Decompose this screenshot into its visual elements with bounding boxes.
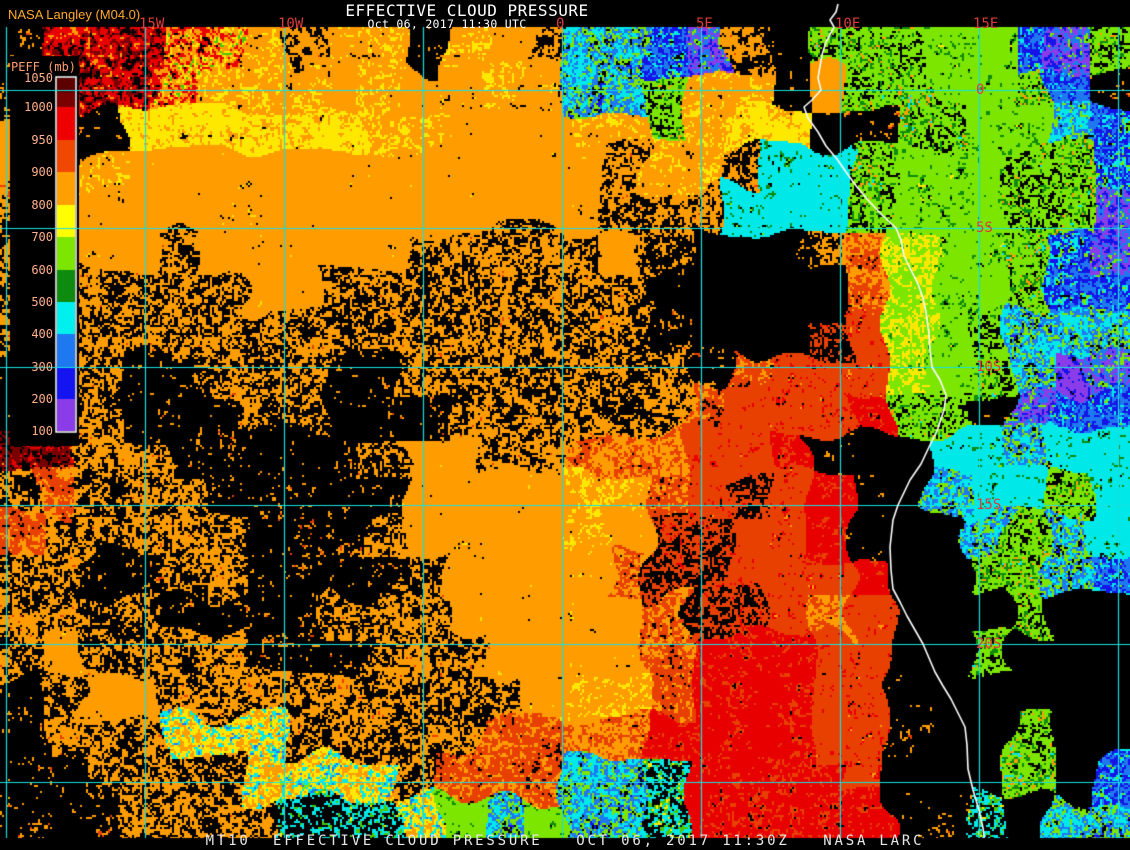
provider-label: NASA Langley (M04.0) (8, 7, 141, 22)
colorbar-tick-100: 100 (31, 424, 53, 438)
colorbar-tick-1050: 1050 (24, 71, 53, 85)
colorbar-tick-800: 800 (31, 198, 53, 212)
footer-caption: MT10 EFFECTIVE CLOUD PRESSURE OCT 06, 20… (205, 833, 925, 849)
lat-label-5S: 5S (976, 220, 993, 236)
colorbar-tick-200: 200 (31, 392, 53, 406)
colorbar-tick-400: 400 (31, 327, 53, 341)
lon-label-5E: 5E (696, 16, 713, 32)
lat-label-20S: 20S (976, 636, 1002, 652)
timestamp-subtitle: Oct 06, 2017 11:30 UTC (367, 17, 527, 31)
colorbar-tick-600: 600 (31, 263, 53, 277)
colorbar-tick-900: 900 (31, 165, 53, 179)
lon-label-10E: 10E (835, 16, 861, 32)
colorbar-tick-950: 950 (31, 133, 53, 147)
lon-label-0: 0 (556, 16, 565, 32)
colorbar-tick-300: 300 (31, 360, 53, 374)
lon-label-15E: 15E (973, 16, 999, 32)
lat-label-0: 0 (976, 82, 985, 98)
lon-label-10W: 10W (278, 16, 304, 32)
lon-label-15W: 15W (139, 16, 165, 32)
colorbar-tick-500: 500 (31, 295, 53, 309)
page-title: EFFECTIVE CLOUD PRESSURE (345, 1, 589, 20)
colorbar-tick-700: 700 (31, 230, 53, 244)
colorbar-title: PEFF (mb) (11, 60, 77, 74)
colorbar-tick-1000: 1000 (24, 100, 53, 114)
lat-label-15S: 15S (976, 497, 1002, 513)
lat-label-10S: 10S (976, 359, 1002, 375)
